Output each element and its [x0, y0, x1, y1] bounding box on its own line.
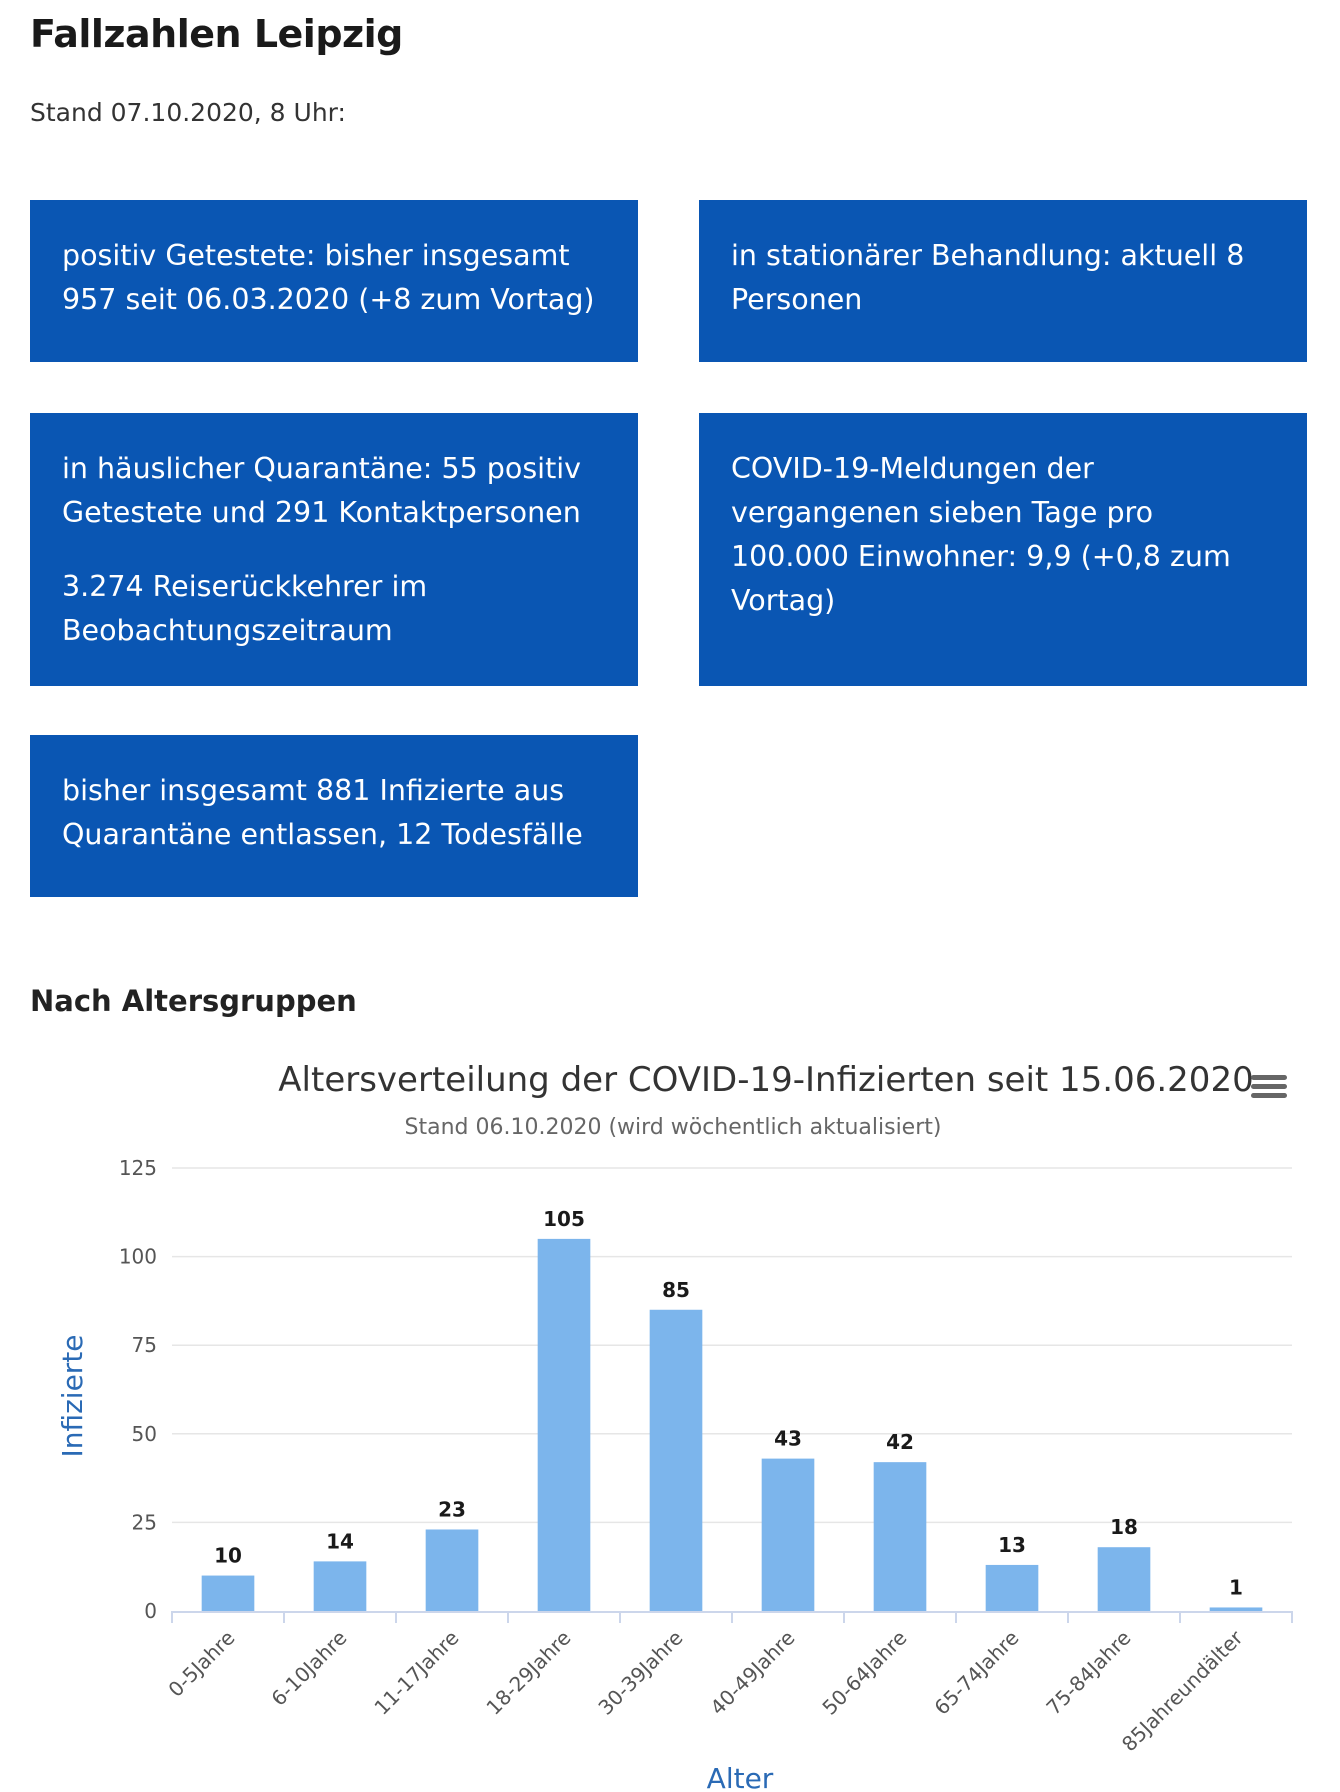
x-axis-title: Alter [707, 1762, 774, 1792]
x-tick-label: 18-29Jahre [481, 1626, 575, 1720]
bar-value-label: 105 [543, 1207, 585, 1231]
bar-value-label: 42 [886, 1430, 914, 1454]
bar [425, 1529, 479, 1611]
bar-value-label: 1 [1229, 1575, 1243, 1599]
bar [1097, 1547, 1151, 1611]
bar [985, 1564, 1039, 1611]
incidence-text: COVID-19-Meldungen der vergangenen siebe… [731, 452, 1231, 617]
x-axis-ticks: 0-5Jahre 6-10Jahre 11-17Jahre 18-29Jahre 30-… [163, 1625, 1248, 1756]
bar [873, 1462, 927, 1611]
hospitalized-text: in stationärer Behandlung: aktuell 8 Per… [731, 239, 1245, 316]
bar-value-label: 18 [1110, 1515, 1138, 1539]
x-tick-label: 6-10Jahre [266, 1626, 351, 1711]
y-tick-label: 50 [132, 1422, 157, 1446]
chart-bars [201, 1238, 1263, 1611]
x-tick-label: 65-74Jahre [929, 1626, 1023, 1720]
x-tick-label: 0-5Jahre [163, 1626, 239, 1702]
bar-value-label: 13 [998, 1533, 1026, 1557]
incidence-card: COVID-19-Meldungen der vergangenen siebe… [699, 413, 1307, 686]
released-card: bisher insgesamt 881 Infizierte aus Quar… [30, 735, 638, 897]
section-heading: Nach Altersgruppen [30, 984, 357, 1018]
bar [313, 1561, 367, 1611]
hamburger-menu-icon[interactable] [1242, 1068, 1296, 1112]
y-tick-label: 100 [119, 1245, 157, 1269]
bar [1209, 1607, 1263, 1611]
quarantine-text: in häuslicher Quarantäne: 55 positiv Get… [62, 452, 582, 529]
x-tick-label: 75-84Jahre [1041, 1626, 1135, 1720]
bar [761, 1458, 815, 1611]
x-axis [171, 1611, 1293, 1623]
age-distribution-chart: Altersverteilung der COVID-19-Infizierte… [56, 1060, 1296, 1792]
stand-date: Stand 07.10.2020, 8 Uhr: [30, 98, 346, 127]
bar [649, 1309, 703, 1611]
chart-subtitle: Stand 06.10.2020 (wird wöchentlich aktua… [405, 1115, 942, 1140]
hospitalized-card: in stationärer Behandlung: aktuell 8 Per… [699, 200, 1307, 362]
positive-tested-text: positiv Getestete: bisher insgesamt 957 … [62, 239, 595, 316]
x-tick-label: 85Jahreundälter [1117, 1625, 1248, 1756]
y-axis-ticks: 0 25 50 75 100 125 [119, 1156, 157, 1623]
bar [537, 1238, 591, 1611]
x-tick-label: 30-39Jahre [593, 1626, 687, 1720]
quarantine-card: in häuslicher Quarantäne: 55 positiv Get… [30, 413, 638, 686]
y-tick-label: 125 [119, 1156, 157, 1180]
bar-data-labels: 10 14 23 105 85 43 42 13 18 1 [214, 1207, 1243, 1600]
bar-value-label: 43 [774, 1427, 802, 1451]
y-axis-title: Infizierte [56, 1334, 89, 1457]
y-tick-label: 25 [132, 1510, 157, 1534]
x-tick-label: 50-64Jahre [817, 1626, 911, 1720]
returnees-text: 3.274 Reiserückkehrer im Beobachtungszei… [62, 570, 428, 647]
positive-tested-card: positiv Getestete: bisher insgesamt 957 … [30, 200, 638, 362]
released-text: bisher insgesamt 881 Infizierte aus Quar… [62, 774, 583, 851]
x-tick-label: 11-17Jahre [369, 1626, 463, 1720]
bar-value-label: 10 [214, 1544, 242, 1568]
chart-gridlines [172, 1167, 1292, 1524]
chart-title: Altersverteilung der COVID-19-Infizierte… [278, 1060, 1253, 1100]
bar-value-label: 85 [662, 1278, 690, 1302]
x-tick-label: 40-49Jahre [705, 1626, 799, 1720]
y-tick-label: 75 [132, 1333, 157, 1357]
y-tick-label: 0 [144, 1599, 157, 1623]
bar [201, 1575, 255, 1611]
bar-value-label: 14 [326, 1529, 354, 1553]
bar-value-label: 23 [438, 1497, 466, 1521]
page-title: Fallzahlen Leipzig [30, 12, 403, 56]
